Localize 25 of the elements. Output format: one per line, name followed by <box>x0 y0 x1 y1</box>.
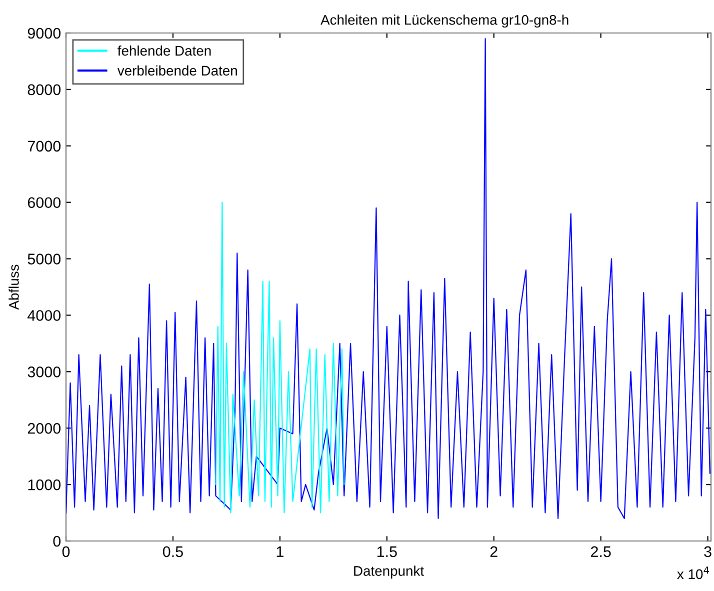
x-tick-label: 0.5 <box>162 546 183 558</box>
x-tick-label: 2 <box>490 546 498 557</box>
y-tick-label: 3000 <box>28 366 61 378</box>
x-tick-label: 1.5 <box>377 546 397 558</box>
y-tick-label: 1000 <box>28 479 61 490</box>
y-axis-title: Abfluss <box>8 264 19 310</box>
y-tick-label: 9000 <box>28 28 61 39</box>
y-tick-label: 0 <box>53 536 61 547</box>
x-tick-label: 0 <box>62 546 70 558</box>
text: x 10$^{4}$ <box>677 566 709 580</box>
x-tick-label: 1 <box>276 546 284 557</box>
line-series <box>215 202 345 514</box>
x-tick-label: 3 <box>704 546 712 558</box>
chart-title: Achleiten mit Lückenschema gr10-gn8-h <box>320 14 568 28</box>
y-tick-label: 8000 <box>28 84 61 96</box>
y-tick-label: 5000 <box>28 254 61 264</box>
y-tick-label: 6000 <box>28 197 61 208</box>
x-axis-title: Datenpunkt <box>354 566 424 579</box>
legend-label: verbleibende Daten <box>117 65 237 76</box>
line-series <box>66 38 710 519</box>
legend-label: fehlende Daten <box>118 46 211 56</box>
y-tick-label: 4000 <box>28 310 61 321</box>
x-tick-label: 2.5 <box>590 546 611 558</box>
y-tick-label: 7000 <box>28 140 61 152</box>
y-tick-label: 2000 <box>28 422 61 434</box>
